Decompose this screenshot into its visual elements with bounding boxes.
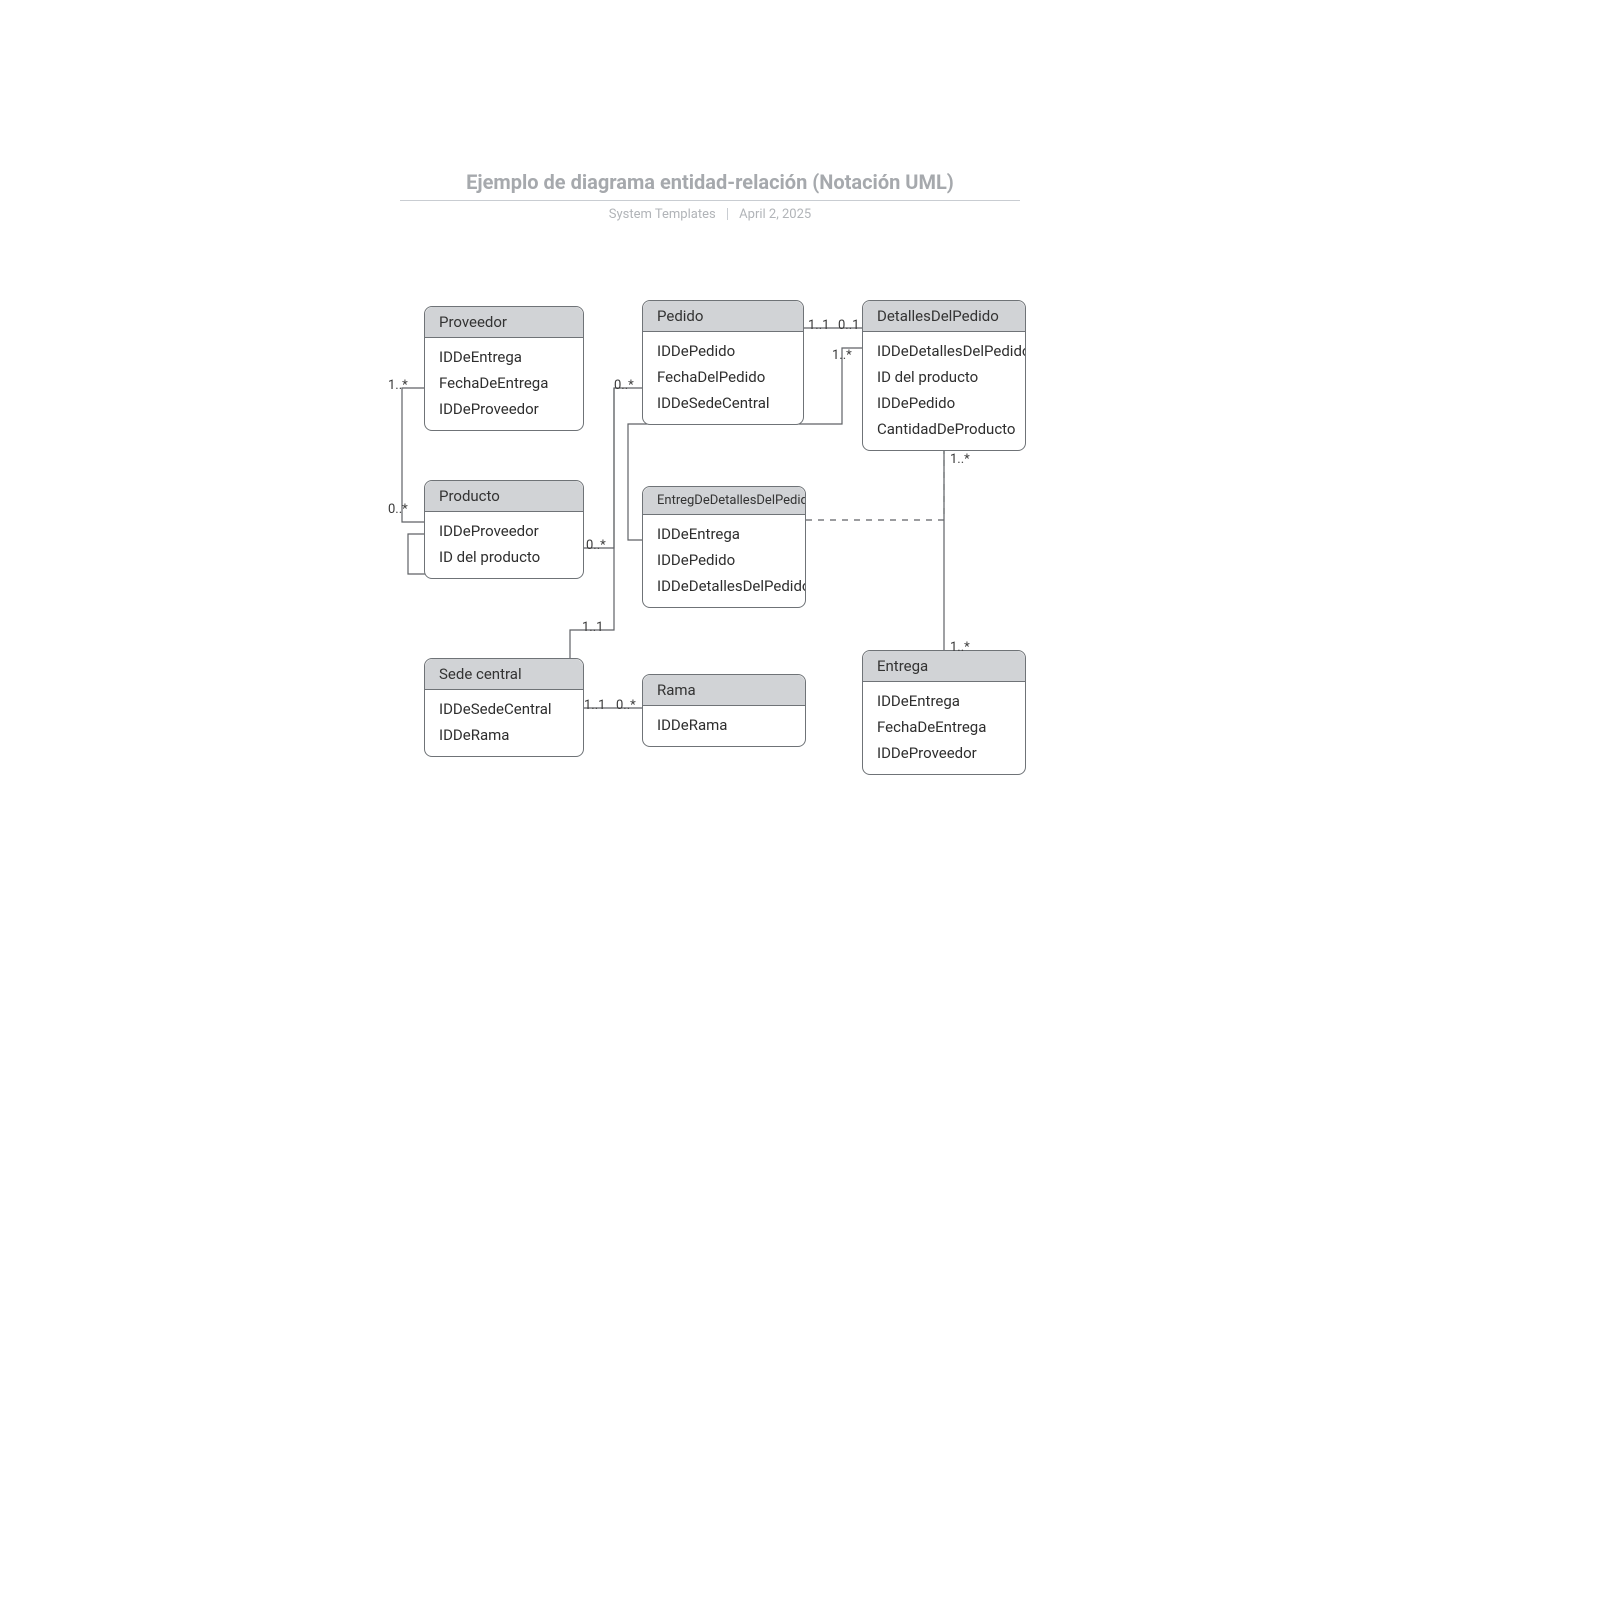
entity-entregdet: EntregDeDetallesDelPedidoIDDeEntregaIDDe… [642, 486, 806, 608]
entity-attributes: IDDeEntregaIDDePedidoIDDeDetallesDelPedi… [643, 515, 805, 607]
multiplicity-label: 0..* [388, 502, 408, 517]
entity-attribute: IDDeEntrega [657, 521, 793, 547]
multiplicity-label: 1..1 [808, 318, 829, 333]
multiplicity-label: 1..* [950, 452, 970, 467]
entity-detalles: DetallesDelPedidoIDDeDetallesDelPedidoID… [862, 300, 1026, 451]
entity-attributes: IDDeRama [643, 706, 805, 746]
entity-title: Proveedor [425, 307, 583, 338]
multiplicity-label: 1..* [388, 378, 408, 393]
entity-attribute: IDDeProveedor [439, 396, 571, 422]
entity-attribute: CantidadDeProducto [877, 416, 1013, 442]
entity-attribute: ID del producto [877, 364, 1013, 390]
entity-attributes: IDDeProveedorID del producto [425, 512, 583, 578]
multiplicity-label: 1..1 [584, 698, 605, 713]
diagram-meta: System Templates April 2, 2025 [410, 207, 1010, 222]
entity-entrega: EntregaIDDeEntregaFechaDeEntregaIDDeProv… [862, 650, 1026, 775]
entity-title: Pedido [643, 301, 803, 332]
multiplicity-label: 0..1 [838, 318, 859, 333]
diagram-canvas: { "header": { "title": "Ejemplo de diagr… [0, 0, 1600, 1600]
entity-attribute: IDDeSedeCentral [439, 696, 571, 722]
entity-producto: ProductoIDDeProveedorID del producto [424, 480, 584, 579]
entity-sede: Sede centralIDDeSedeCentralIDDeRama [424, 658, 584, 757]
header-rule [400, 200, 1020, 201]
entity-attribute: FechaDeEntrega [439, 370, 571, 396]
meta-separator [727, 208, 728, 220]
entity-attribute: FechaDeEntrega [877, 714, 1013, 740]
entity-attribute: IDDePedido [657, 547, 793, 573]
date-label: April 2, 2025 [739, 207, 811, 222]
entity-proveedor: ProveedorIDDeEntregaFechaDeEntregaIDDePr… [424, 306, 584, 431]
entity-attribute: IDDeProveedor [439, 518, 571, 544]
entity-attribute: IDDePedido [877, 390, 1013, 416]
entity-attribute: IDDeEntrega [877, 688, 1013, 714]
entity-attribute: FechaDelPedido [657, 364, 791, 390]
entity-attributes: IDDeSedeCentralIDDeRama [425, 690, 583, 756]
entity-attributes: IDDeEntregaFechaDeEntregaIDDeProveedor [863, 682, 1025, 774]
entity-attribute: ID del producto [439, 544, 571, 570]
multiplicity-label: 1..1 [582, 620, 603, 635]
entity-title: DetallesDelPedido [863, 301, 1025, 332]
connectors-layer [0, 0, 1600, 1600]
author-label: System Templates [609, 207, 716, 222]
multiplicity-label: 0..* [586, 538, 606, 553]
entity-attribute: IDDeEntrega [439, 344, 571, 370]
entity-title: Sede central [425, 659, 583, 690]
multiplicity-label: 1..* [950, 640, 970, 655]
entity-pedido: PedidoIDDePedidoFechaDelPedidoIDDeSedeCe… [642, 300, 804, 425]
entity-rama: Rama IDDeRama [642, 674, 806, 747]
entity-attribute: IDDeDetallesDelPedido [877, 338, 1013, 364]
entity-attribute: IDDePedido [657, 338, 791, 364]
entity-attributes: IDDePedidoFechaDelPedidoIDDeSedeCentral [643, 332, 803, 424]
entity-attribute: IDDeDetallesDelPedido [657, 573, 793, 599]
multiplicity-label: 0..* [616, 698, 636, 713]
entity-attribute: IDDeRama [439, 722, 571, 748]
entity-title: Rama [643, 675, 805, 706]
multiplicity-label: 0..* [614, 378, 634, 393]
entity-title: Entrega [863, 651, 1025, 682]
multiplicity-label: 1..* [832, 348, 852, 363]
diagram-header: Ejemplo de diagrama entidad-relación (No… [410, 170, 1010, 222]
entity-attribute: IDDeRama [657, 712, 793, 738]
entity-attributes: IDDeDetallesDelPedidoID del productoIDDe… [863, 332, 1025, 450]
connector-prod-pedido [584, 388, 642, 548]
entity-title: EntregDeDetallesDelPedido [643, 487, 805, 515]
diagram-title: Ejemplo de diagrama entidad-relación (No… [410, 170, 1010, 200]
entity-title: Producto [425, 481, 583, 512]
entity-attribute: IDDeSedeCentral [657, 390, 791, 416]
entity-attribute: IDDeProveedor [877, 740, 1013, 766]
entity-attributes: IDDeEntregaFechaDeEntregaIDDeProveedor [425, 338, 583, 430]
